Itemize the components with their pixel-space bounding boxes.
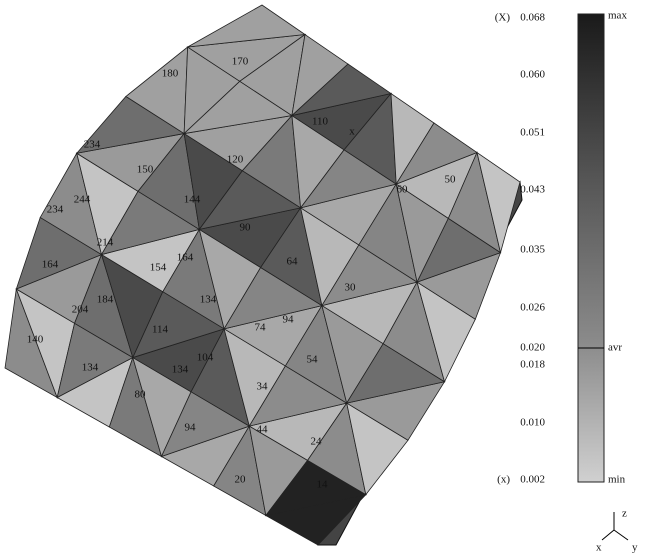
colorbar-tick-label: 0.060 [520,69,545,81]
element-label: 150 [137,164,154,176]
colorbar-tick-label: 0.026 [520,302,545,314]
element-label: 184 [97,294,114,306]
element-label: 30 [345,282,357,294]
element-label: 244 [74,194,91,206]
element-label: 164 [177,252,194,264]
axis-z: z [622,508,627,520]
element-label: 234 [84,139,101,151]
element-label: 60 [397,184,409,196]
element-label: 114 [152,324,169,336]
colorbar-tick-label: 0.051 [520,127,545,139]
colorbar-tick-label: 0.035 [520,244,545,256]
colorbar-tick-label: 0.018 [520,359,545,371]
element-label: 180 [162,68,179,80]
axis-x: x [596,542,602,554]
avg-label: avr [608,342,622,354]
element-label: 74 [255,322,267,334]
element-label: 110 [312,116,329,128]
element-label: 134 [200,294,217,306]
colorbar-tick-label: 0.068 [520,12,545,24]
element-label: 50 [445,174,457,186]
max-label: max [608,10,627,22]
element-label: 204 [72,304,89,316]
element-label: 14 [317,479,329,491]
element-label: 104 [197,352,214,364]
element-label: x [349,126,355,138]
element-label: 94 [283,314,295,326]
colorbar-tick-label: 0.010 [520,417,545,429]
colorbar-tick-label: 0.002 [520,474,545,486]
element-label: 214 [97,237,114,249]
element-label: 234 [47,204,64,216]
element-label: 44 [257,424,269,436]
element-label: 170 [232,56,249,68]
element-label: 34 [257,381,269,393]
colorbar [578,14,604,482]
element-label: 64 [287,256,299,268]
element-label: 24 [311,436,323,448]
element-label: 94 [185,422,197,434]
element-label: 120 [227,154,244,166]
mesh: 180 170 234 150 120 110 x 60 50 234 244 144 90 214 164… [5,5,522,545]
element-label: 134 [82,362,99,374]
upper-marker: (X) [495,12,511,24]
element-label: 80 [135,389,147,401]
min-label: min [608,474,626,486]
element-label: 54 [307,354,319,366]
colorbar-tick-label: 0.020 [520,342,545,354]
axis-triad: z x y [596,508,638,554]
element-label: 144 [184,194,201,206]
element-label: 20 [235,474,247,486]
axis-y: y [632,542,638,554]
element-label: 154 [150,262,167,274]
element-label: 90 [240,222,252,234]
element-label: 164 [42,259,59,271]
figure: 180 170 234 150 120 110 x 60 50 234 244 144 90 214 164… [0,0,660,559]
element-label: 140 [27,334,44,346]
element-label: 134 [172,364,189,376]
lower-marker: (x) [497,474,510,486]
colorbar-tick-label: 0.043 [520,184,545,196]
